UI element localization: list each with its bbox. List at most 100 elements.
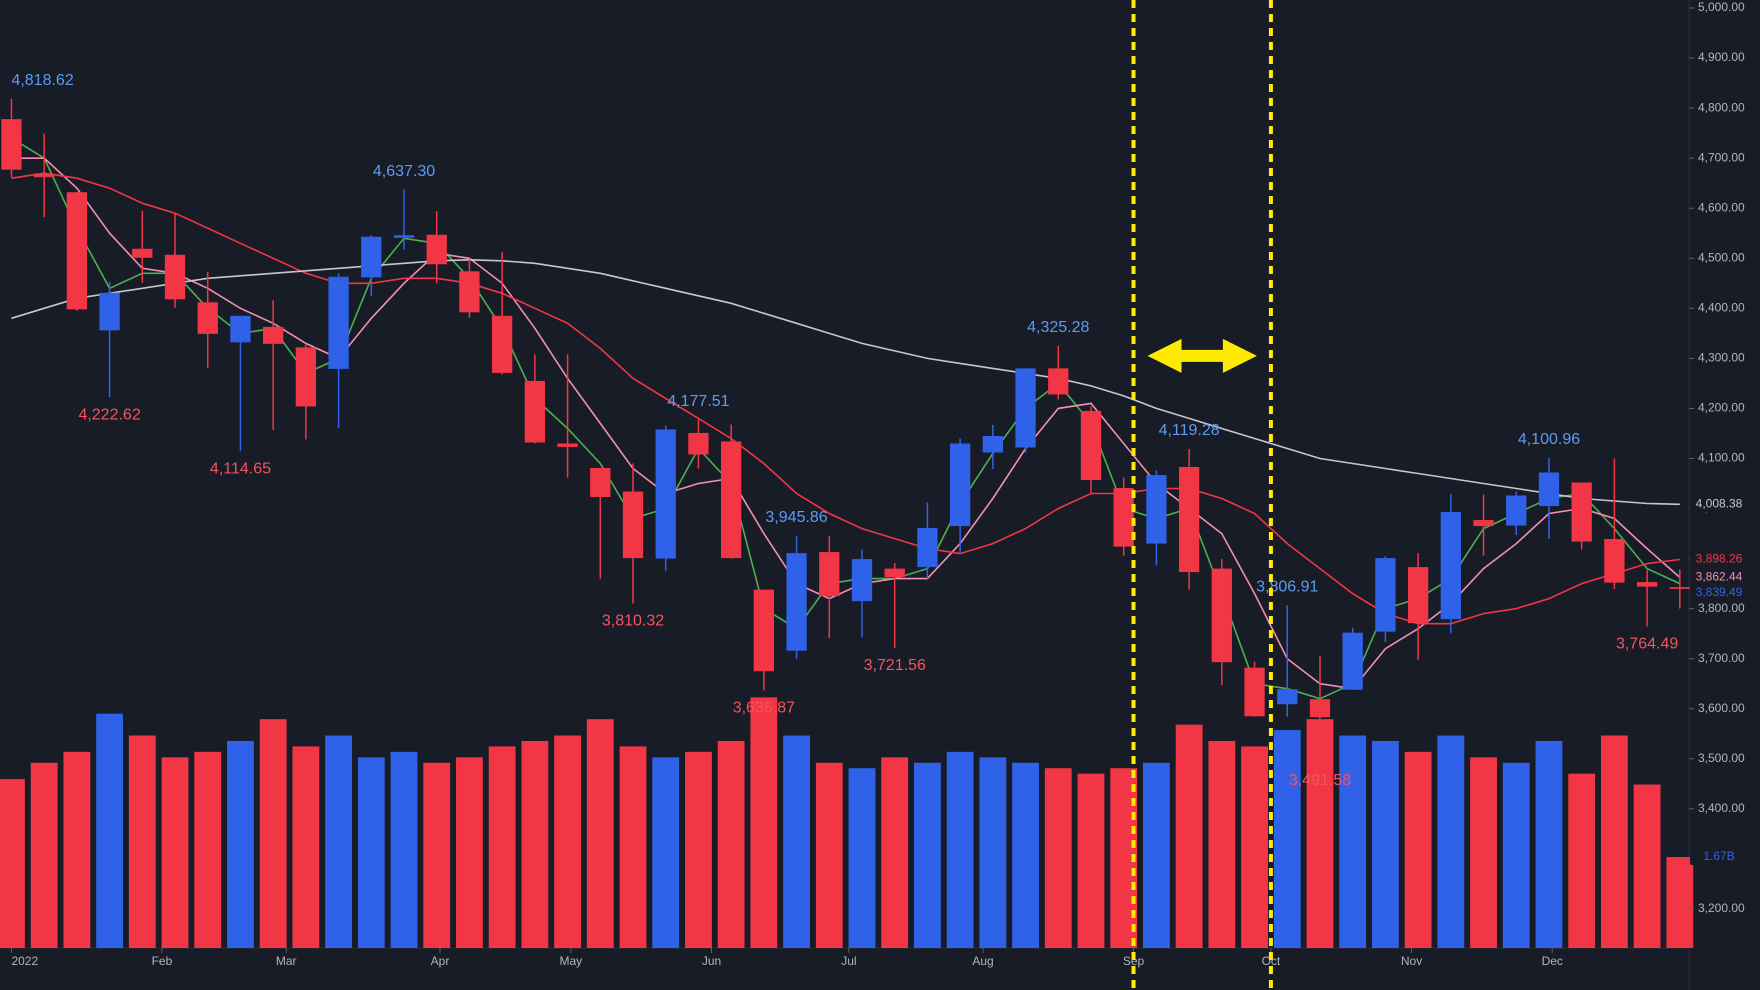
volume-bar — [1077, 773, 1105, 948]
ma-last-label-bg — [1690, 569, 1748, 586]
volume-bar — [292, 746, 320, 948]
volume-bar — [1568, 773, 1596, 948]
candle-body — [655, 429, 676, 559]
candle-body — [459, 271, 480, 313]
x-tick-label: Sep — [1123, 954, 1145, 968]
volume-layer — [0, 697, 1694, 948]
volume-bar — [946, 751, 974, 948]
candle-body — [1506, 495, 1527, 526]
candle-body — [1571, 482, 1592, 542]
y-tick-label: 4,300.00 — [1698, 351, 1745, 365]
volume-bar — [259, 719, 287, 948]
volume-bar — [161, 757, 189, 948]
moving-average-line — [11, 172, 1680, 625]
y-tick-label: 4,700.00 — [1698, 150, 1745, 164]
candle-body — [99, 292, 120, 331]
candle-body — [426, 234, 447, 265]
drawings — [1131, 0, 1273, 990]
volume-bar — [227, 740, 254, 948]
x-tick-label: Mar — [276, 954, 297, 968]
y-tick-label: 4,100.00 — [1698, 451, 1745, 465]
candle-body — [230, 315, 251, 343]
axes: 3,200.003,300.003,400.003,500.003,600.00… — [10, 0, 1748, 968]
y-tick-label: 3,200.00 — [1698, 901, 1745, 915]
candle-body — [949, 443, 971, 527]
candle-body — [1669, 587, 1690, 589]
high-label: 4,325.28 — [1027, 319, 1089, 336]
volume-bar — [128, 735, 156, 948]
volume-bar — [750, 697, 778, 948]
candle-body — [1538, 472, 1560, 507]
last-volume-label-bg — [1690, 849, 1748, 866]
candle-body — [720, 441, 742, 559]
range-arrow — [1147, 338, 1257, 373]
volume-bar — [1404, 751, 1432, 948]
candle-body — [328, 276, 349, 369]
ma-last-label: 3,862.44 — [1696, 570, 1743, 584]
last-price-label-bg — [1690, 584, 1748, 601]
moving-averages — [10, 137, 1681, 700]
x-tick-label: Jun — [702, 954, 721, 968]
candle-body — [492, 315, 513, 373]
volume-bar — [1175, 724, 1203, 948]
y-tick-label: 4,500.00 — [1698, 250, 1745, 264]
y-tick-label: 5,000.00 — [1698, 0, 1745, 14]
x-tick-label: Dec — [1542, 954, 1563, 968]
candle-body — [688, 432, 709, 455]
ma-last-label-bg — [1690, 551, 1748, 568]
x-tick-label: 2022 — [11, 954, 38, 968]
volume-bar — [488, 746, 516, 948]
volume-bar — [1339, 735, 1367, 948]
high-label: 4,637.30 — [373, 163, 435, 180]
candle-body — [884, 568, 905, 578]
candle-body — [851, 559, 873, 602]
y-tick-label: 4,400.00 — [1698, 300, 1745, 314]
high-label: 3,806.91 — [1256, 578, 1318, 595]
volume-bar — [848, 768, 876, 948]
ma-last-label: 4,008.38 — [1696, 497, 1743, 511]
volume-bar — [815, 762, 843, 948]
x-tick-label: Apr — [431, 954, 450, 968]
volume-bar — [1273, 730, 1301, 948]
volume-bar — [30, 762, 58, 948]
candle-body — [917, 528, 938, 568]
candle-body — [361, 236, 382, 278]
low-label: 3,764.49 — [1616, 636, 1678, 653]
volume-bar — [194, 751, 222, 948]
volume-bar — [390, 751, 418, 948]
volume-bar — [1633, 784, 1661, 948]
x-tick-label: Jul — [841, 954, 856, 968]
low-label: 3,636.87 — [733, 700, 795, 717]
candle-body — [1080, 410, 1102, 481]
y-tick-label: 3,800.00 — [1698, 601, 1745, 615]
candle-body — [1015, 368, 1036, 448]
candle-body — [263, 326, 284, 344]
candle-body — [1604, 539, 1625, 583]
candle-body — [164, 254, 186, 300]
low-label: 3,810.32 — [602, 613, 664, 630]
candle-body — [1309, 699, 1331, 718]
volume-bar — [96, 713, 124, 948]
candle-body — [786, 553, 807, 651]
candle-body — [1244, 667, 1265, 717]
volume-bar — [1470, 757, 1497, 948]
candle-body — [1178, 466, 1200, 573]
volume-bar — [1142, 762, 1170, 948]
high-label: 4,818.62 — [11, 72, 73, 89]
candle-body — [1146, 475, 1167, 544]
volume-bar — [1044, 768, 1072, 948]
candle-body — [1277, 689, 1298, 705]
volume-bar — [881, 757, 909, 948]
volume-bar — [1502, 762, 1530, 948]
ma-last-label-bg — [1690, 496, 1748, 513]
y-tick-label: 4,800.00 — [1698, 100, 1745, 114]
volume-bar — [1437, 735, 1465, 948]
volume-bar — [1012, 762, 1039, 948]
candle-body — [1375, 558, 1396, 632]
volume-bar — [783, 735, 810, 948]
candle-body — [393, 235, 415, 238]
low-label: 3,721.56 — [864, 657, 926, 674]
volume-bar — [63, 751, 91, 948]
high-label: 4,100.96 — [1518, 431, 1580, 448]
